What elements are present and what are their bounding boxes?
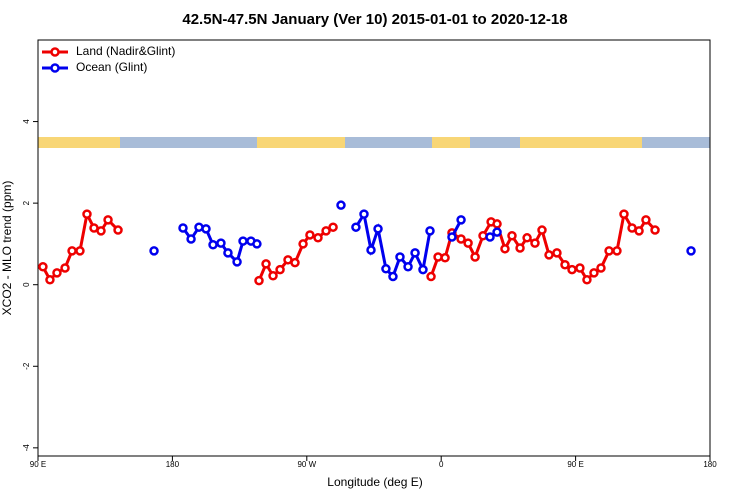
point (45, 275, 55, 285)
x-tick-label: 180 (166, 460, 180, 469)
point (686, 246, 696, 256)
x-tick-label: 0 (439, 460, 444, 469)
point (38, 262, 48, 272)
point (208, 239, 218, 250)
chart-title: 42.5N-47.5N January (Ver 10) 2015-01-01 … (182, 11, 567, 28)
point (298, 239, 308, 249)
point (485, 232, 495, 242)
point (575, 263, 585, 273)
point (321, 226, 331, 236)
point (492, 227, 502, 237)
point (388, 271, 398, 282)
point (216, 238, 226, 248)
point (252, 239, 262, 249)
point (82, 209, 92, 219)
y-tick-label: 2 (22, 200, 31, 205)
point (544, 250, 554, 260)
point (537, 225, 547, 235)
y-tick-label: 0 (22, 282, 31, 287)
x-axis-label: Longitude (deg E) (327, 475, 422, 489)
point (75, 246, 85, 256)
point (328, 222, 338, 232)
point (186, 234, 196, 244)
legend-label: Land (Nadir&Glint) (76, 44, 175, 58)
point (381, 264, 391, 274)
point (201, 224, 211, 234)
point (268, 270, 278, 281)
point (223, 248, 233, 258)
point (410, 248, 420, 258)
point (103, 215, 113, 225)
point (552, 248, 562, 258)
point (500, 244, 510, 254)
y-tick-label: 4 (22, 119, 31, 124)
x-tick-label: 180 (703, 460, 717, 469)
point (305, 230, 315, 240)
point (395, 252, 405, 262)
point (619, 209, 629, 219)
point (567, 264, 577, 275)
point (313, 233, 323, 243)
y-axis-label: XCO2 - MLO trend (ppm) (0, 181, 14, 316)
point (359, 209, 369, 219)
point (60, 263, 70, 273)
point (596, 263, 606, 273)
point (178, 223, 188, 233)
point (336, 200, 346, 210)
point (589, 268, 599, 278)
legend-marker (50, 63, 60, 73)
point (456, 234, 466, 244)
point (515, 243, 525, 253)
x-tick-label: 90 W (297, 460, 316, 469)
point (275, 264, 285, 275)
point (351, 222, 361, 232)
x-tick-label: 90 E (30, 460, 46, 469)
land-ocean-strip (38, 137, 710, 148)
point (530, 238, 540, 248)
point (261, 259, 271, 269)
point (52, 268, 62, 278)
y-tick-label: -2 (22, 362, 31, 370)
point (366, 245, 376, 255)
point (403, 262, 413, 272)
point (470, 252, 480, 262)
plot-frame (37, 39, 711, 457)
point (582, 275, 592, 285)
point (254, 275, 264, 286)
point (560, 259, 570, 270)
point (96, 226, 106, 236)
point (612, 246, 622, 256)
point (604, 246, 614, 256)
y-tick-label: -4 (22, 444, 31, 452)
point (290, 257, 300, 268)
series-line (41, 209, 657, 283)
point (641, 215, 651, 225)
point (447, 232, 457, 242)
point (418, 264, 428, 275)
point (463, 238, 473, 248)
point (232, 257, 242, 267)
point (522, 233, 532, 243)
point (67, 246, 77, 256)
point (373, 224, 383, 234)
point (426, 271, 436, 282)
point (650, 225, 660, 235)
x-tick-label: 90 E (567, 460, 583, 469)
point (425, 226, 435, 236)
point (113, 225, 123, 235)
point (238, 236, 248, 246)
point (507, 231, 517, 241)
legend-label: Ocean (Glint) (76, 60, 147, 74)
point (149, 246, 159, 256)
point (492, 219, 502, 229)
legend-marker (50, 47, 60, 57)
point (456, 215, 466, 225)
point (634, 226, 644, 236)
point (440, 253, 450, 263)
